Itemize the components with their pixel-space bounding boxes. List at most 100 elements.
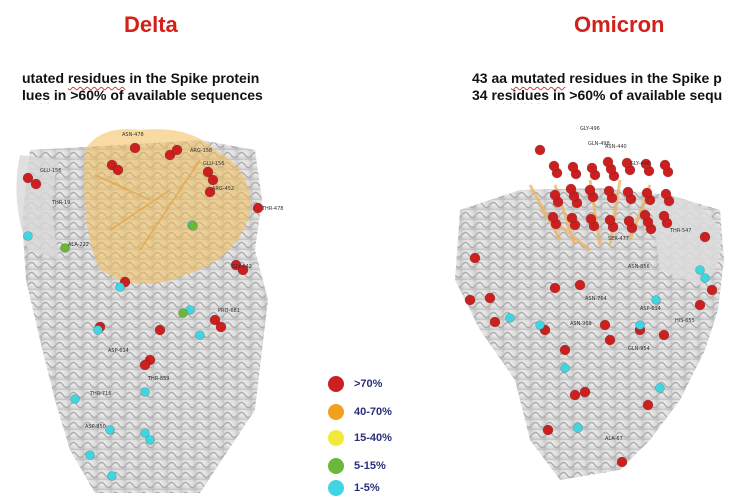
omicron-mutation-spheres xyxy=(464,144,718,468)
mutation-sphere xyxy=(139,359,151,371)
caption-text: in >60% of available sequ xyxy=(549,87,723,103)
mutation-sphere xyxy=(505,313,515,323)
legend-swatch xyxy=(328,404,344,420)
caption-text: residues in the Spike p xyxy=(565,70,722,86)
legend-swatch xyxy=(328,430,344,446)
mutation-sphere xyxy=(237,264,249,276)
residue-label: GLU-156 xyxy=(203,161,224,167)
delta-title: Delta xyxy=(124,12,178,37)
mutation-sphere xyxy=(112,164,124,176)
mutation-sphere xyxy=(140,428,150,438)
residue-label: ASN-764 xyxy=(585,296,607,302)
delta-residue-labels: GLU-156 ASN-478 GLU-156 ARG-452 THR-478 THR-1… xyxy=(40,132,283,430)
mutation-sphere xyxy=(154,324,166,336)
mutation-sphere xyxy=(586,162,598,174)
mutation-sphere xyxy=(567,161,579,173)
mutation-sphere xyxy=(207,174,219,186)
legend-item: 1-5% xyxy=(328,478,380,498)
caption-text: mutated xyxy=(510,70,566,86)
legend-label: 15-40% xyxy=(354,432,392,444)
mutation-sphere xyxy=(695,265,705,275)
mutation-sphere xyxy=(60,243,70,253)
mutation-sphere xyxy=(559,344,571,356)
legend-swatch xyxy=(328,458,344,474)
mutation-sphere xyxy=(209,314,221,326)
mutation-sphere xyxy=(621,157,633,169)
residue-label: THR-547 xyxy=(669,228,691,234)
mutation-sphere xyxy=(204,186,216,198)
mutation-sphere xyxy=(534,144,546,156)
mutation-sphere xyxy=(658,329,670,341)
mutation-sphere xyxy=(642,399,654,411)
caption-text: in the Spike protein xyxy=(125,70,260,86)
residue-label: ASN-856 xyxy=(628,264,650,270)
legend-item: >70% xyxy=(328,374,382,394)
mutation-sphere xyxy=(140,387,150,397)
legend-swatch xyxy=(328,376,344,392)
mutation-sphere xyxy=(584,184,596,196)
mutation-sphere xyxy=(706,284,718,296)
residue-label: ALA-222 xyxy=(68,242,89,248)
residue-label: GLN-498 xyxy=(588,141,610,147)
legend-label: >70% xyxy=(354,378,383,390)
mutation-sphere xyxy=(599,319,611,331)
mutation-sphere xyxy=(30,178,42,190)
mutation-sphere xyxy=(484,292,496,304)
caption-text: 43 aa xyxy=(472,70,511,86)
mutation-sphere xyxy=(579,386,591,398)
residue-label: ASN-440 xyxy=(605,144,627,150)
mutation-sphere xyxy=(699,231,711,243)
residue-label: ASP-614 xyxy=(108,348,129,354)
mutation-sphere xyxy=(635,320,645,330)
omicron-caption: 43 aa mutated residues in the Spike p 34… xyxy=(472,70,740,104)
mutation-sphere xyxy=(622,186,634,198)
residue-label: THR-478 xyxy=(261,206,283,212)
omicron-caption-line-1: 43 aa mutated residues in the Spike p xyxy=(472,70,740,87)
mutation-sphere xyxy=(604,334,616,346)
mutation-sphere xyxy=(660,188,672,200)
residue-label: THR-19 xyxy=(51,200,70,206)
caption-text: 34 xyxy=(472,87,492,103)
residue-label: ARG-158 xyxy=(190,148,212,154)
mutation-sphere xyxy=(70,394,80,404)
caption-text: utated xyxy=(22,70,68,86)
caption-text: residues xyxy=(67,70,126,86)
mutation-sphere xyxy=(202,166,214,178)
mutation-sphere xyxy=(215,321,227,333)
mutation-sphere xyxy=(542,424,554,436)
caption-text: lues xyxy=(22,87,51,103)
mutation-sphere xyxy=(569,389,581,401)
caption-text: in >60% of available sequences xyxy=(50,87,263,103)
mutation-sphere xyxy=(651,295,661,305)
omicron-caption-line-2: 34 residues in >60% of available sequ xyxy=(472,87,740,104)
mutation-sphere xyxy=(566,212,578,224)
mutation-sphere xyxy=(700,273,710,283)
mutation-sphere xyxy=(107,471,117,481)
mutation-sphere xyxy=(602,156,614,168)
residue-label: GLU-156 xyxy=(40,168,61,174)
mutation-sphere xyxy=(640,158,652,170)
mutation-sphere xyxy=(164,149,176,161)
residue-label: ASN-478 xyxy=(122,132,144,138)
mutation-sphere xyxy=(93,325,103,335)
delta-caption: utated residues in the Spike protein lue… xyxy=(22,70,292,104)
mutation-sphere xyxy=(658,210,670,222)
mutation-sphere xyxy=(252,202,264,214)
mutation-sphere xyxy=(105,425,115,435)
mutation-sphere xyxy=(535,320,545,330)
delta-caption-line-2: lues in >60% of available sequences xyxy=(22,87,292,104)
mutation-sphere xyxy=(655,383,665,393)
mutation-sphere xyxy=(230,259,242,271)
residue-label: PRO-681 xyxy=(218,308,240,314)
residue-label: GLY-142 xyxy=(232,264,252,270)
residue-label: SER-477 xyxy=(608,236,629,242)
legend-label: 40-70% xyxy=(354,406,392,418)
mutation-sphere xyxy=(188,221,198,231)
mutation-sphere xyxy=(171,144,183,156)
legend-item: 5-15% xyxy=(328,456,386,476)
mutation-sphere xyxy=(641,187,653,199)
residue-label: ARG-452 xyxy=(212,186,234,192)
mutation-sphere xyxy=(178,308,188,318)
legend-item: 40-70% xyxy=(328,402,392,422)
